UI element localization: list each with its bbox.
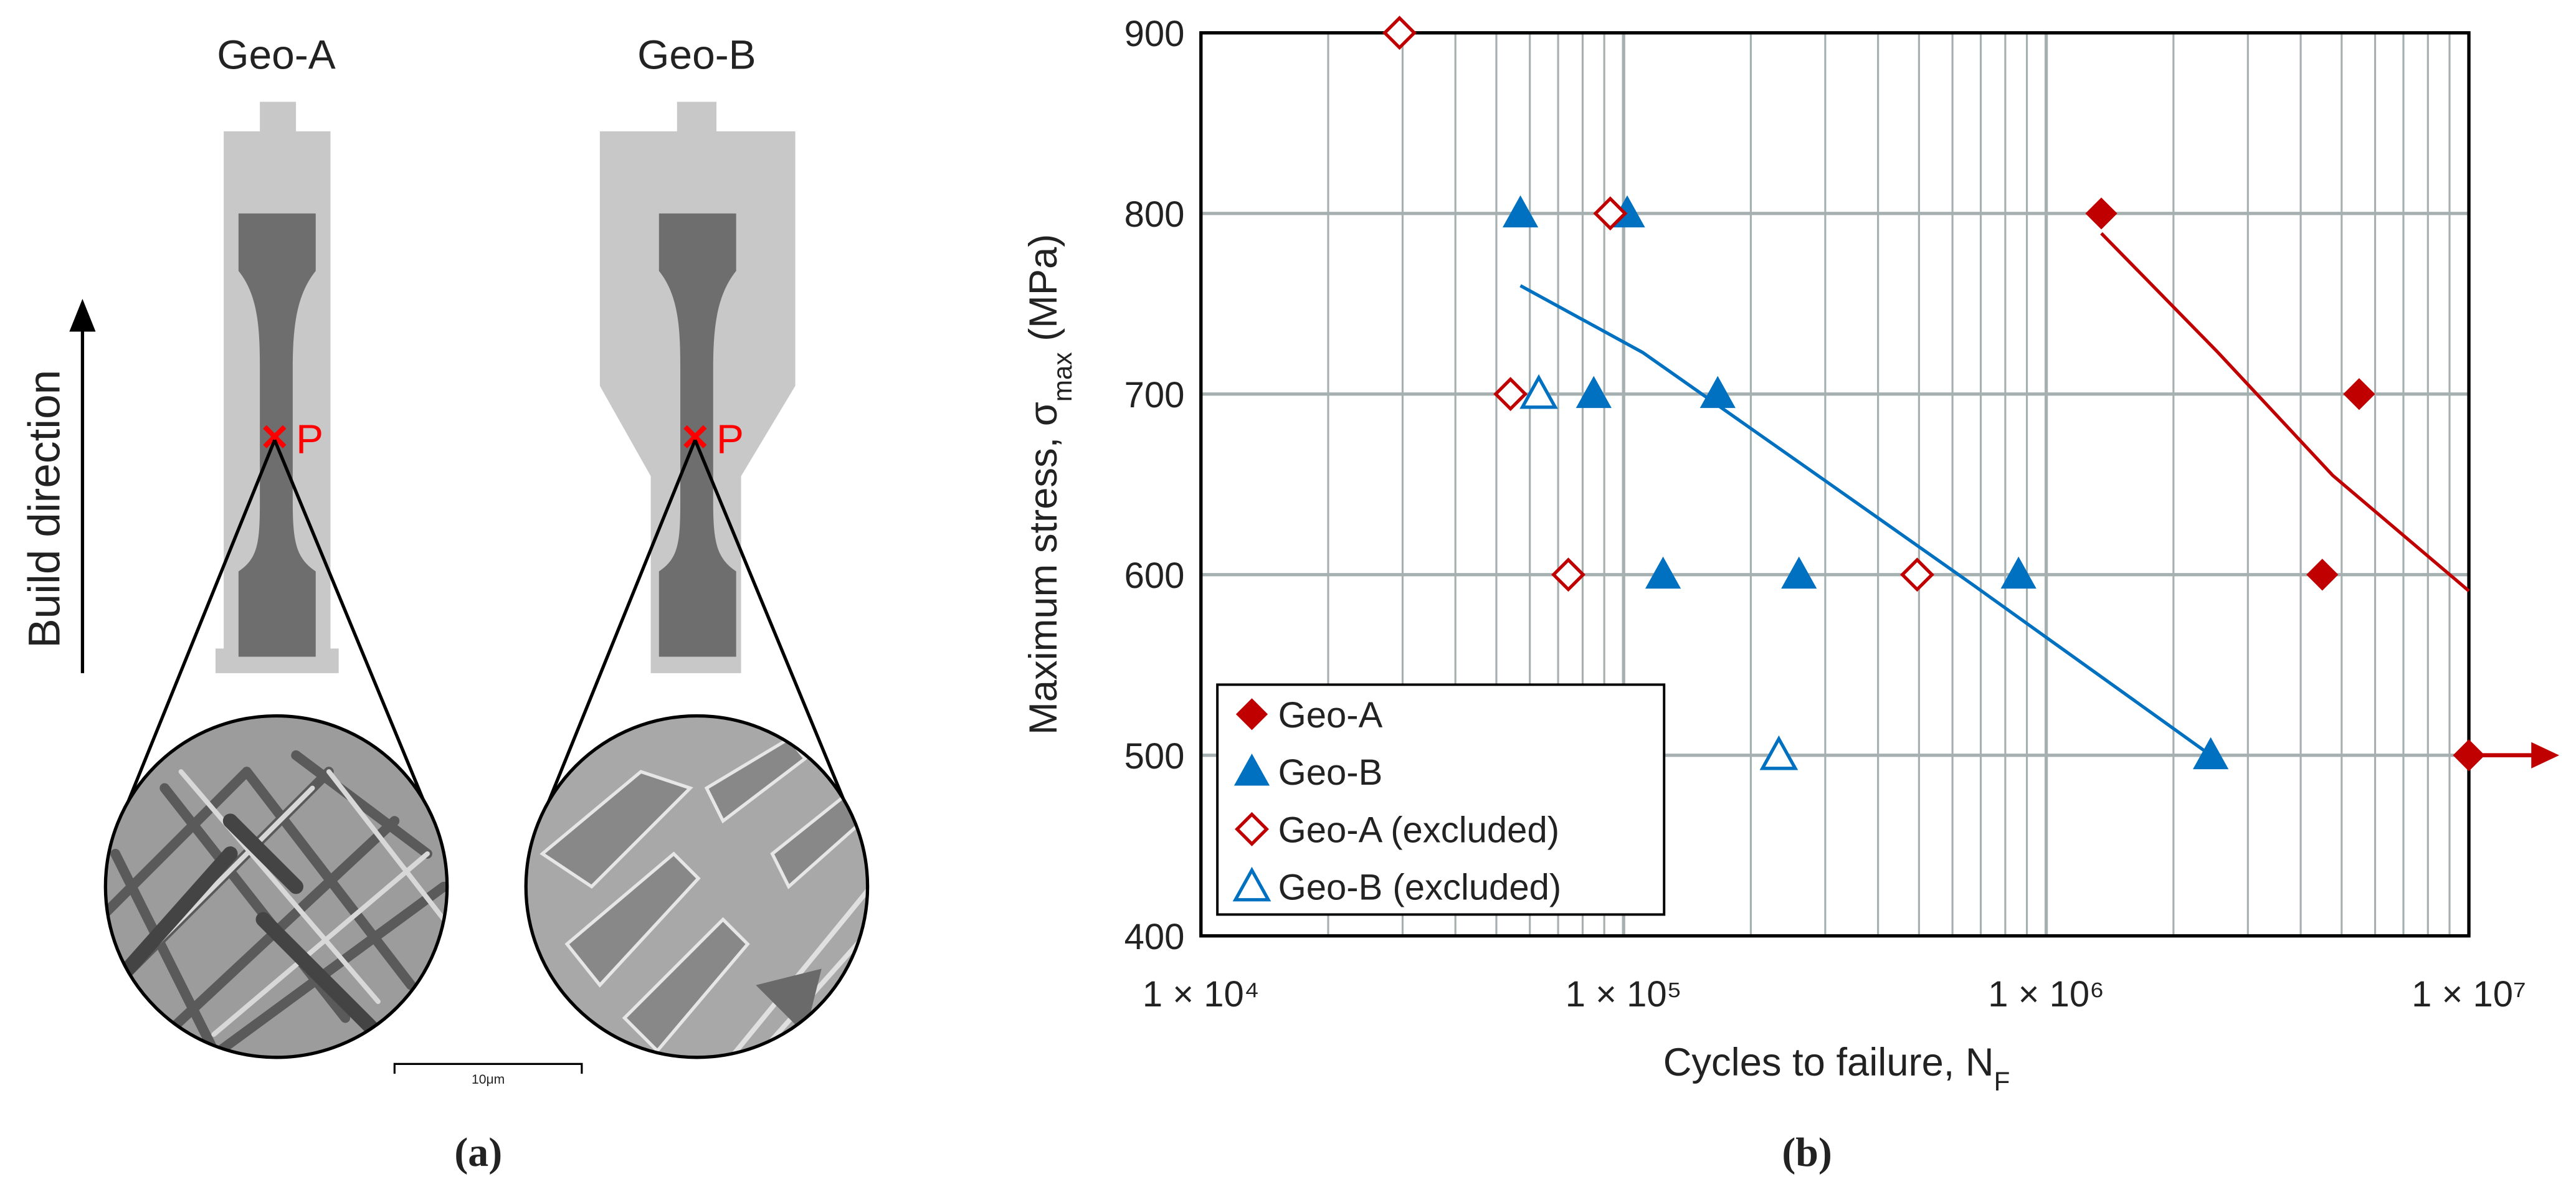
data-point: [1519, 374, 1558, 409]
runout-arrow-head: [2531, 742, 2560, 769]
y-tick-label: 900: [1124, 14, 1185, 54]
point-label: P: [716, 416, 744, 462]
scale-bar: [393, 1062, 583, 1074]
plot-frame: [1199, 31, 2471, 938]
panel-a: Geo-A Geo-B P P: [21, 32, 870, 1175]
point-label: P: [296, 416, 323, 462]
data-point: [1699, 376, 1736, 409]
x-tick-label: 1 × 10⁵: [1566, 974, 1682, 1015]
data-point: [1593, 196, 1628, 231]
fit-line: [2100, 232, 2470, 592]
legend-label: Geo-B (excluded): [1278, 868, 1562, 908]
data-point: [1382, 16, 1417, 50]
y-axis-title: Maximum stress, σmax (MPa): [1022, 234, 1077, 735]
data-point: [2306, 559, 2339, 591]
panel-label: (a): [454, 1130, 502, 1175]
y-tick-label: 400: [1124, 917, 1185, 957]
data-point: [2343, 378, 2375, 410]
x-tick-label: 1 × 10⁷: [2412, 974, 2526, 1015]
x-tick-label: 1 × 10⁴: [1143, 974, 1260, 1015]
y-axis-title-main: Maximum stress, σ: [1022, 402, 1065, 735]
data-point: [2193, 737, 2229, 770]
data-point: [1493, 377, 1528, 412]
scale-bar-label: 10μm: [472, 1072, 505, 1087]
data-point: [1645, 556, 1681, 589]
y-axis-title-sub: max: [1047, 352, 1077, 402]
build-direction-label: Build direction: [21, 370, 70, 648]
build-arrow-head: [69, 298, 96, 332]
data-point: [1781, 556, 1817, 589]
y-axis-title-unit: (MPa): [1022, 234, 1065, 352]
legend-marker: [1235, 698, 1268, 731]
y-tick-label: 700: [1124, 375, 1185, 415]
x-axis-title-sub: F: [1994, 1066, 2010, 1095]
legend-marker: [1233, 754, 1270, 786]
geo-b-title: Geo-B: [637, 32, 756, 78]
data-point: [1576, 376, 1612, 409]
build-plate-nub: [260, 102, 297, 135]
data-point: [2453, 739, 2485, 772]
x-axis-title: Cycles to failure, NF: [1663, 1041, 2010, 1096]
x-axis-title-main: Cycles to failure, N: [1663, 1041, 1994, 1084]
y-tick-label: 800: [1124, 194, 1185, 235]
build-plate-nub: [677, 102, 717, 135]
micrograph-a: [103, 714, 449, 1059]
data-point: [2085, 197, 2117, 230]
legend-marker: [1232, 866, 1271, 902]
panel-label: (b): [1782, 1130, 1832, 1175]
legend-label: Geo-B: [1278, 752, 1383, 793]
data-point: [1759, 735, 1799, 770]
point-marker: [683, 425, 707, 448]
legend-box: [1216, 683, 1666, 916]
x-tick-label: 1 × 10⁶: [1988, 974, 2104, 1015]
data-point: [1551, 557, 1585, 592]
micrograph-b: [524, 714, 870, 1059]
legend-label: Geo-A: [1278, 695, 1383, 736]
data-point: [2000, 556, 2037, 589]
data-point: [1502, 195, 1539, 228]
legend-marker: [1235, 811, 1269, 846]
zoom-line: [108, 439, 444, 846]
geo-a-title: Geo-A: [217, 32, 335, 78]
y-tick-label: 500: [1124, 736, 1185, 777]
data-point: [1899, 557, 1934, 592]
legend-label: Geo-A (excluded): [1278, 810, 1559, 850]
point-marker: [263, 425, 287, 448]
y-tick-label: 600: [1124, 556, 1185, 596]
plot: 400 500 600 700 800 900 1 × 10⁴ 1 × 10⁵ 1 × 10⁶ 1…: [1124, 14, 2526, 1015]
fit-line: [1519, 284, 2212, 757]
zoom-line: [529, 439, 865, 846]
